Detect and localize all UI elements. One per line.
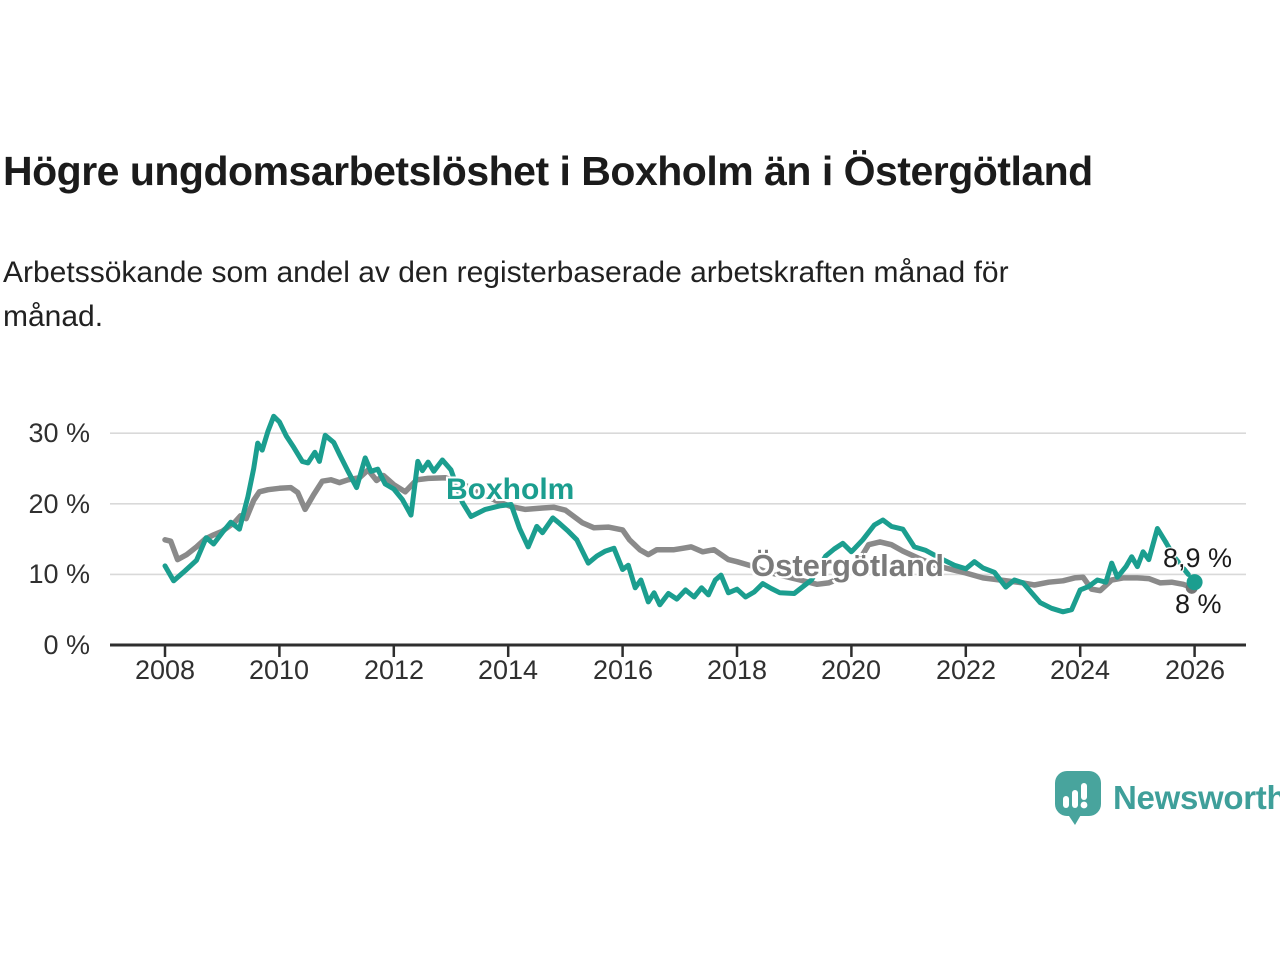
series-label-boxholm: Boxholm: [446, 473, 575, 506]
y-axis-label-30: 30 %: [28, 418, 90, 448]
page-subtitle-line-1: Arbetssökande som andel av den registerb…: [3, 256, 1009, 289]
y-axis-label-10: 10 %: [28, 559, 90, 589]
series-label-ostergotland: Östergötland: [751, 548, 944, 583]
newsworthy-logo: Newsworthy: [1054, 770, 1280, 826]
boxholm-line: [162, 413, 1169, 615]
x-axis-label-2026: 2026: [1164, 655, 1226, 685]
x-axis-label-2008: 2008: [134, 655, 196, 685]
x-axis-label-2018: 2018: [706, 655, 768, 685]
x-axis-label-2010: 2010: [248, 655, 310, 685]
boxholm-line-forecast-dashed: [1163, 540, 1198, 585]
x-axis-label-2014: 2014: [477, 655, 539, 685]
x-axis-label-2012: 2012: [363, 655, 425, 685]
y-axis-label-20: 20 %: [28, 489, 90, 519]
newsworthy-logo-text: Newsworthy: [1113, 779, 1280, 816]
boxholm-end-dot: [1186, 574, 1203, 591]
page-title: Högre ungdomsarbetslöshet i Boxholm än i…: [3, 148, 1093, 194]
östergötland-line: [162, 467, 1198, 594]
x-axis-label-2022: 2022: [935, 655, 997, 685]
value-label-ostergotland: 8 %: [1175, 589, 1222, 619]
x-axis-label-2024: 2024: [1049, 655, 1111, 685]
x-axis-label-2016: 2016: [592, 655, 654, 685]
page-subtitle-line-2: månad.: [3, 300, 104, 333]
bar-chart-speech-bubble-icon: [1055, 771, 1101, 825]
x-axis-label-2020: 2020: [820, 655, 882, 685]
value-label-boxholm: 8,9 %: [1163, 543, 1233, 573]
y-axis-label-0: 0 %: [43, 630, 90, 660]
